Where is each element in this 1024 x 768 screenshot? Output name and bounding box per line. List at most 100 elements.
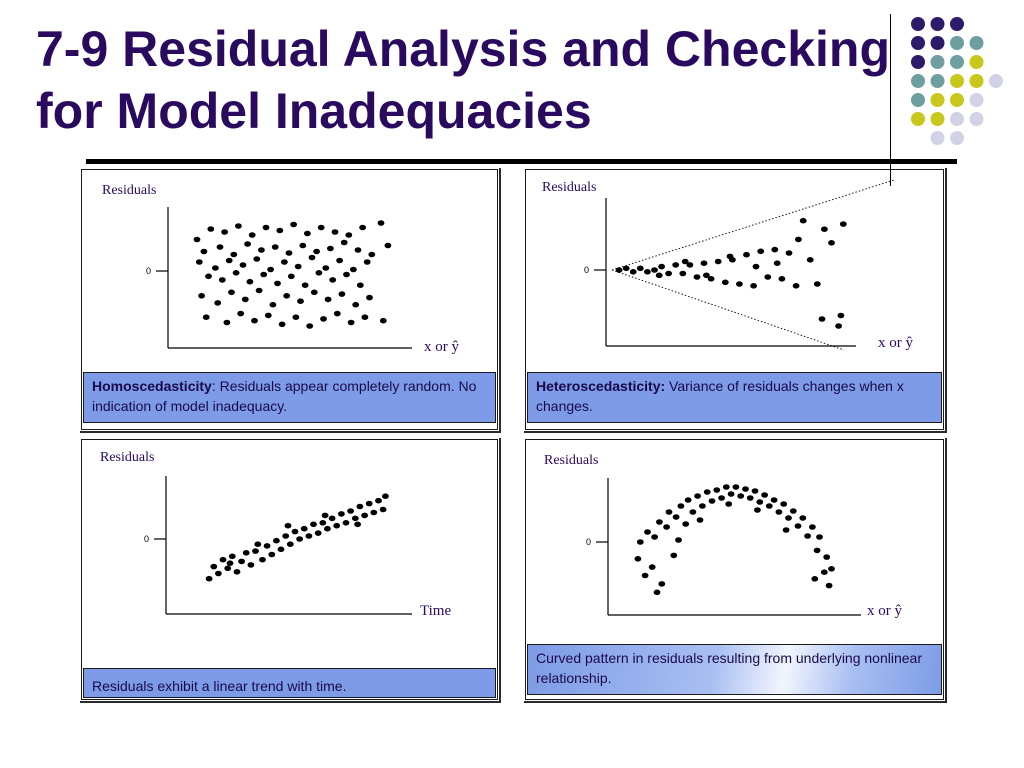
data-point <box>821 226 828 232</box>
caption-curved-pattern: Curved pattern in residuals resulting fr… <box>527 644 942 695</box>
data-point <box>343 271 350 278</box>
data-point <box>799 515 807 521</box>
decoration-dot <box>911 36 925 50</box>
x-axis-label: x or ŷ <box>867 603 902 619</box>
data-point <box>799 217 807 224</box>
data-point <box>252 548 259 554</box>
data-point <box>342 520 350 526</box>
data-point <box>770 497 778 503</box>
data-point <box>750 283 757 289</box>
data-point <box>320 316 327 322</box>
data-point <box>615 267 623 273</box>
x-axis-label: x or ŷ <box>878 335 913 351</box>
data-point <box>324 296 332 303</box>
scatter-plot-time-trend: 0 Residuals Time <box>100 450 451 619</box>
data-point <box>233 569 241 575</box>
data-point <box>809 524 816 530</box>
data-point <box>282 533 290 539</box>
data-point <box>823 554 831 560</box>
data-point <box>686 262 694 268</box>
data-point <box>653 589 661 596</box>
data-point <box>672 262 680 268</box>
decoration-dot <box>930 36 945 50</box>
data-point <box>305 533 313 539</box>
data-point <box>722 484 730 490</box>
decoration-dot <box>930 55 945 69</box>
data-point <box>634 556 642 562</box>
vertical-divider <box>890 14 891 186</box>
data-point <box>225 257 233 264</box>
data-point <box>736 281 743 287</box>
data-point <box>806 257 814 263</box>
data-point <box>297 298 304 304</box>
data-point <box>258 247 265 253</box>
data-point <box>352 301 360 308</box>
data-point <box>260 271 268 278</box>
data-point <box>267 266 274 273</box>
data-point <box>254 541 262 547</box>
data-point <box>655 272 663 279</box>
data-point <box>195 259 203 265</box>
data-point <box>286 541 294 547</box>
scatter-plot-curved: 0 Residuals x or ŷ <box>544 453 902 619</box>
data-point <box>253 256 261 262</box>
data-point <box>689 509 697 515</box>
data-point <box>304 230 311 237</box>
data-point <box>314 530 322 536</box>
data-point <box>721 279 729 286</box>
decoration-dot <box>930 131 945 145</box>
data-point <box>816 534 823 540</box>
data-point <box>377 220 385 226</box>
data-point <box>785 250 793 256</box>
dot-grid-decoration <box>911 17 1003 145</box>
data-point <box>350 266 357 273</box>
data-point <box>370 509 378 516</box>
data-point <box>202 314 210 320</box>
x-axis-label: Time <box>420 603 451 619</box>
data-point <box>785 515 792 521</box>
data-point <box>269 301 277 308</box>
data-point <box>333 310 341 317</box>
title-underline <box>86 159 957 164</box>
decoration-dot <box>911 74 925 88</box>
data-point <box>703 489 711 495</box>
data-point <box>707 276 715 282</box>
data-point <box>259 556 266 563</box>
decoration-dot <box>950 55 964 69</box>
data-point <box>663 524 670 530</box>
caption-bold-term: Heteroscedasticity: <box>536 378 666 394</box>
data-point <box>354 521 361 528</box>
data-point <box>246 278 254 285</box>
data-point <box>771 246 779 253</box>
data-point <box>694 493 701 499</box>
data-point <box>825 582 833 589</box>
data-point <box>382 493 389 499</box>
data-point <box>725 501 733 507</box>
data-point <box>700 260 708 266</box>
data-point <box>675 537 682 543</box>
decoration-dot <box>969 93 984 107</box>
data-point <box>366 294 373 301</box>
data-point <box>754 507 761 513</box>
data-point <box>221 229 229 235</box>
data-point <box>271 244 279 250</box>
data-point <box>713 487 721 493</box>
data-point <box>276 227 284 234</box>
data-point <box>656 519 663 525</box>
data-point <box>672 514 680 520</box>
data-point <box>757 248 765 255</box>
data-point <box>379 317 387 324</box>
data-point <box>780 501 788 507</box>
data-point <box>361 512 368 519</box>
data-point <box>340 239 348 246</box>
data-point <box>751 488 759 494</box>
decoration-dot <box>969 36 984 50</box>
data-point <box>818 316 826 322</box>
decoration-dot <box>950 93 964 107</box>
data-point <box>313 248 320 255</box>
data-point <box>306 323 314 329</box>
decoration-dot <box>950 36 964 50</box>
data-point <box>292 314 300 320</box>
data-point <box>237 310 245 317</box>
data-point <box>224 565 232 572</box>
